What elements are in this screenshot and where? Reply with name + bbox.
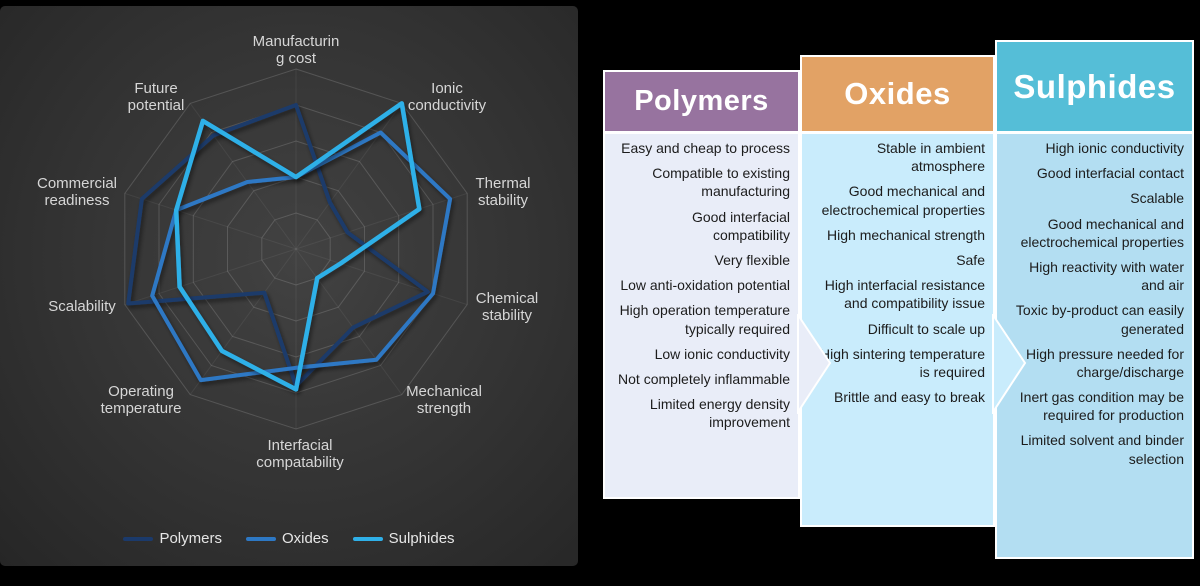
radar-series-sulphides bbox=[173, 101, 422, 392]
legend-label: Sulphides bbox=[388, 530, 455, 547]
legend-swatch bbox=[123, 536, 154, 541]
list-item: Compatible to existing manufacturing bbox=[652, 165, 790, 200]
list-item: High sintering temperature is required bbox=[820, 345, 985, 380]
legend-label: Polymers bbox=[159, 530, 222, 547]
list-item: High mechanical strength bbox=[827, 226, 985, 243]
list-item: High operation temperature typically req… bbox=[619, 302, 790, 337]
oxides-item-list: Stable in ambient atmosphere Good mechani… bbox=[802, 134, 993, 525]
legend-item: Polymers bbox=[123, 530, 222, 547]
list-item: High interfacial resistance and compatib… bbox=[824, 277, 985, 312]
polymers-item-list: Easy and cheap to process Compatible to e… bbox=[605, 134, 798, 497]
list-item: High ionic conductivity bbox=[1045, 140, 1184, 156]
sulphides-item-list: High ionic conductivity Good interfacial … bbox=[997, 134, 1192, 557]
axis-label: Manufacturin g cost bbox=[252, 33, 340, 67]
list-item: Not completely inflammable bbox=[618, 370, 790, 387]
radar-chart bbox=[124, 68, 468, 430]
radar-series-oxides bbox=[150, 130, 453, 383]
legend-swatch bbox=[352, 536, 383, 541]
chart-legend: Polymers Oxides Sulphides bbox=[0, 530, 578, 547]
list-item: High reactivity with water and air bbox=[1029, 258, 1184, 294]
list-item: Stable in ambient atmosphere bbox=[876, 140, 985, 175]
list-item: High pressure needed for charge/discharg… bbox=[1026, 345, 1184, 380]
list-item: Limited energy density improvement bbox=[649, 396, 790, 431]
axis-label: Mechanical strength bbox=[406, 383, 482, 417]
axis-label: Future potential bbox=[127, 80, 185, 114]
oxides-to-sulphides-arrow-icon bbox=[992, 314, 1027, 414]
axis-label: Operating temperature bbox=[100, 383, 182, 417]
legend-label: Oxides bbox=[281, 530, 329, 547]
list-item: Good interfacial contact bbox=[1036, 165, 1184, 182]
oxides-header: Oxides bbox=[802, 57, 993, 131]
list-item: Easy and cheap to process bbox=[621, 140, 790, 156]
polymers-column: Polymers Easy and cheap to process Compat… bbox=[603, 70, 800, 499]
list-item: Safe bbox=[956, 251, 985, 268]
legend-item: Oxides bbox=[245, 530, 329, 547]
axis-label: Scalability bbox=[48, 298, 116, 315]
polymers-header: Polymers bbox=[605, 72, 798, 131]
list-item: Inert gas condition may be required for … bbox=[1019, 389, 1184, 424]
list-item: Limited solvent and binder selection bbox=[1020, 432, 1184, 467]
oxides-column: Oxides Stable in ambient atmosphere Good … bbox=[800, 55, 995, 527]
axis-label: Thermal stability bbox=[475, 175, 531, 209]
list-item: Toxic by-product can easily generated bbox=[1015, 302, 1184, 337]
list-item: Brittle and easy to break bbox=[834, 389, 985, 406]
radar-chart-panel: Manufacturin g cost Ionic conductivity Therm… bbox=[0, 6, 578, 566]
list-item: Scalable bbox=[1130, 190, 1184, 207]
list-item: Good mechanical and electrochemical prop… bbox=[821, 183, 985, 218]
list-item: Low ionic conductivity bbox=[654, 345, 790, 362]
axis-label: Commercial readiness bbox=[36, 175, 118, 209]
list-item: Good mechanical and electrochemical prop… bbox=[1020, 215, 1184, 250]
sulphides-header: Sulphides bbox=[997, 42, 1192, 131]
list-item: Very flexible bbox=[714, 251, 790, 268]
sulphides-column: Sulphides High ionic conductivity Good in… bbox=[995, 40, 1194, 559]
list-item: Difficult to scale up bbox=[867, 320, 985, 337]
axis-label: Interfacial compatability bbox=[256, 437, 344, 471]
list-item: Good interfacial compatibility bbox=[691, 208, 790, 243]
polymers-to-oxides-arrow-icon bbox=[797, 314, 832, 414]
legend-swatch bbox=[245, 536, 276, 541]
list-item: Low anti-oxidation potential bbox=[620, 277, 790, 294]
legend-item: Sulphides bbox=[352, 530, 455, 547]
axis-label: Ionic conductivity bbox=[407, 80, 487, 114]
axis-label: Chemical stability bbox=[475, 290, 539, 324]
